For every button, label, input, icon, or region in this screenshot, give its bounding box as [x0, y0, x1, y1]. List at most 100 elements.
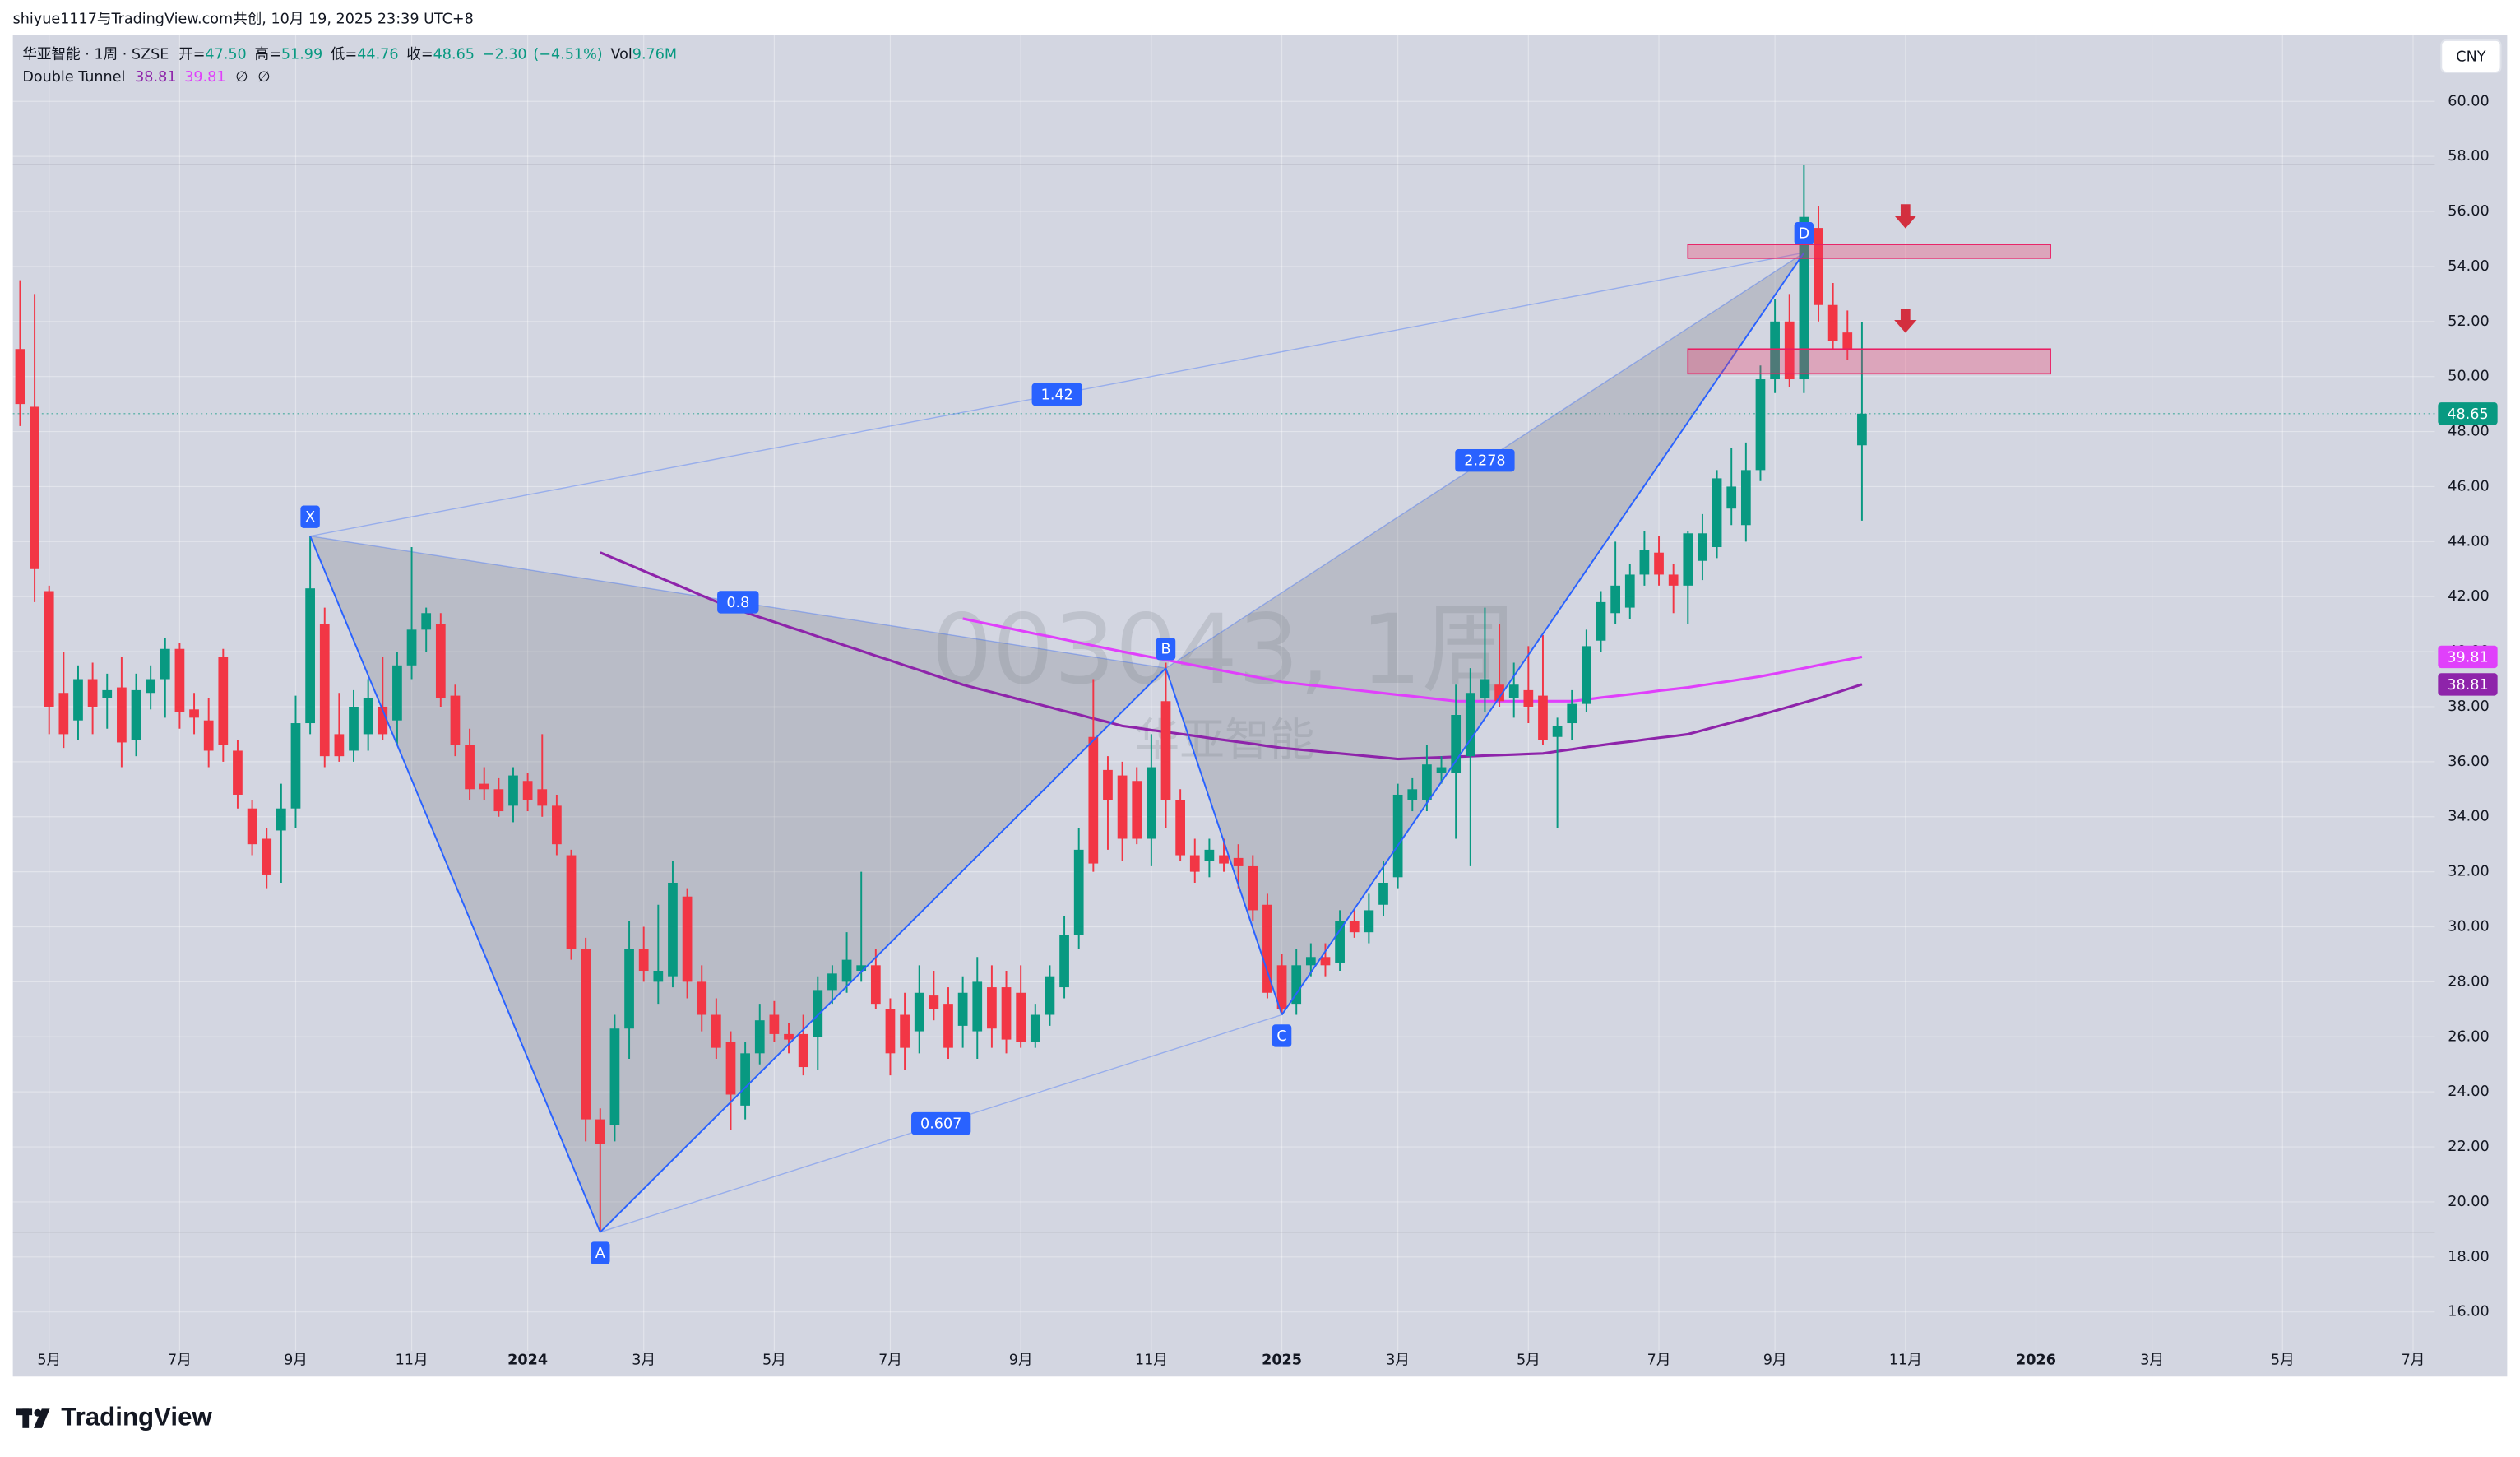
candle-body [363, 698, 373, 735]
candle-body [929, 995, 939, 1009]
candle-body [15, 349, 25, 405]
x-tick-label: 2025 [1262, 1353, 1302, 1369]
pattern-point-label: X [305, 509, 315, 526]
y-tick-label: 50.00 [2448, 369, 2489, 385]
x-tick-label: 2024 [507, 1353, 548, 1369]
candle-body [725, 1042, 736, 1095]
indicator-legend: Double Tunnel 38.81 39.81 ∅ ∅ [22, 69, 270, 86]
x-tick-label: 11月 [1135, 1353, 1168, 1369]
candle-body [537, 789, 548, 806]
x-tick-label: 7月 [2402, 1353, 2425, 1369]
pattern-point-box [1272, 1024, 1292, 1047]
candle-body [1582, 646, 1591, 704]
candle-body [349, 706, 359, 751]
candle-body [305, 588, 315, 724]
pattern-point-box [1156, 638, 1176, 661]
candle-body [117, 687, 127, 743]
candle-body [1508, 684, 1519, 698]
candle-body [1001, 987, 1012, 1040]
candle-body [754, 1020, 765, 1054]
currency-button[interactable] [2440, 39, 2502, 73]
y-tick-label: 34.00 [2448, 809, 2489, 825]
candle-body [987, 987, 997, 1029]
pattern-point-box [591, 1241, 610, 1264]
x-tick-label: 9月 [1763, 1353, 1787, 1369]
readout-name: 开= [178, 46, 205, 63]
ratio-box [1455, 448, 1515, 472]
candle-body [972, 981, 983, 1032]
candle-body [378, 706, 388, 735]
candle-body [493, 789, 504, 812]
readout-name: 低= [331, 46, 357, 63]
candle-body [1698, 533, 1707, 561]
y-tick-label: 32.00 [2448, 864, 2489, 880]
candle-body [290, 723, 301, 809]
logo-slash [34, 1408, 50, 1428]
readout-value: 48.65 [433, 46, 475, 63]
resistance-zone [1687, 348, 2051, 375]
x-tick-label: 7月 [878, 1353, 902, 1369]
y-tick-label: 56.00 [2448, 203, 2489, 220]
candle-body [1262, 904, 1272, 993]
candle-body [334, 734, 345, 757]
x-tick-label: 2026 [2016, 1353, 2056, 1369]
readout-name: 高= [255, 46, 281, 63]
price-tag-label: 38.81 [2447, 677, 2488, 694]
candle-body [1740, 470, 1751, 526]
logo-stem [22, 1408, 30, 1428]
candle-body [1712, 478, 1722, 548]
x-tick-label: 3月 [632, 1353, 655, 1369]
x-tick-label: 5月 [762, 1353, 786, 1369]
candle-body [73, 679, 83, 721]
candle-body [1480, 679, 1490, 698]
candle-body [900, 1014, 910, 1048]
brand-name: TradingView [61, 1402, 212, 1431]
chart-layer: 16.00 18.00 20.00 22.00 24.00 26.00 28.00 30.00… [12, 35, 2498, 1369]
candle-body [957, 992, 968, 1026]
candle-body [595, 1119, 605, 1144]
y-tick-label: 24.00 [2448, 1083, 2489, 1100]
candle-body [262, 838, 272, 875]
x-tick-label: 11月 [1889, 1353, 1922, 1369]
volume-title: Vol [610, 46, 632, 63]
candle-body [1016, 992, 1026, 1042]
candle-body [1567, 703, 1577, 724]
candle-body [1233, 857, 1244, 866]
candle-body [1494, 684, 1504, 702]
candle-body [841, 959, 852, 982]
volume: 9.76M [632, 46, 677, 63]
candle-body [1103, 769, 1113, 800]
y-tick-label: 54.00 [2448, 258, 2489, 275]
pattern-point-label: C [1276, 1028, 1286, 1045]
y-tick-label: 18.00 [2448, 1249, 2489, 1265]
indicator-name: Double Tunnel [22, 69, 125, 86]
indicator-line [962, 617, 1863, 703]
brand-logo [16, 1408, 50, 1428]
x-tick-label: 7月 [1647, 1353, 1671, 1369]
y-tick-label: 36.00 [2448, 754, 2489, 770]
down-arrow [1894, 204, 1917, 229]
candle-body [233, 750, 243, 795]
candle-body [1132, 781, 1142, 839]
candle-body [914, 992, 924, 1032]
candle-body [1451, 715, 1462, 773]
candle-body [1770, 321, 1780, 380]
candle-body [885, 1009, 896, 1054]
y-tick-label: 42.00 [2448, 588, 2489, 605]
y-tick-label: 26.00 [2448, 1028, 2489, 1045]
pattern-leg [309, 536, 601, 1233]
readout-value: 47.50 [205, 46, 246, 63]
readout-value: 44.76 [357, 46, 398, 63]
candle-body [943, 1004, 953, 1048]
pattern-point-label: B [1160, 642, 1170, 658]
candle-body [1088, 736, 1099, 864]
candle-body [1189, 855, 1200, 872]
candle-body [102, 689, 113, 698]
down-arrow [1894, 309, 1917, 333]
candle-body [1045, 976, 1055, 1015]
candle-body [1799, 216, 1809, 380]
price-tag-label: 48.65 [2447, 406, 2488, 423]
ratio-box [717, 591, 759, 614]
candle-body [189, 709, 199, 718]
candle-body [1305, 957, 1316, 966]
